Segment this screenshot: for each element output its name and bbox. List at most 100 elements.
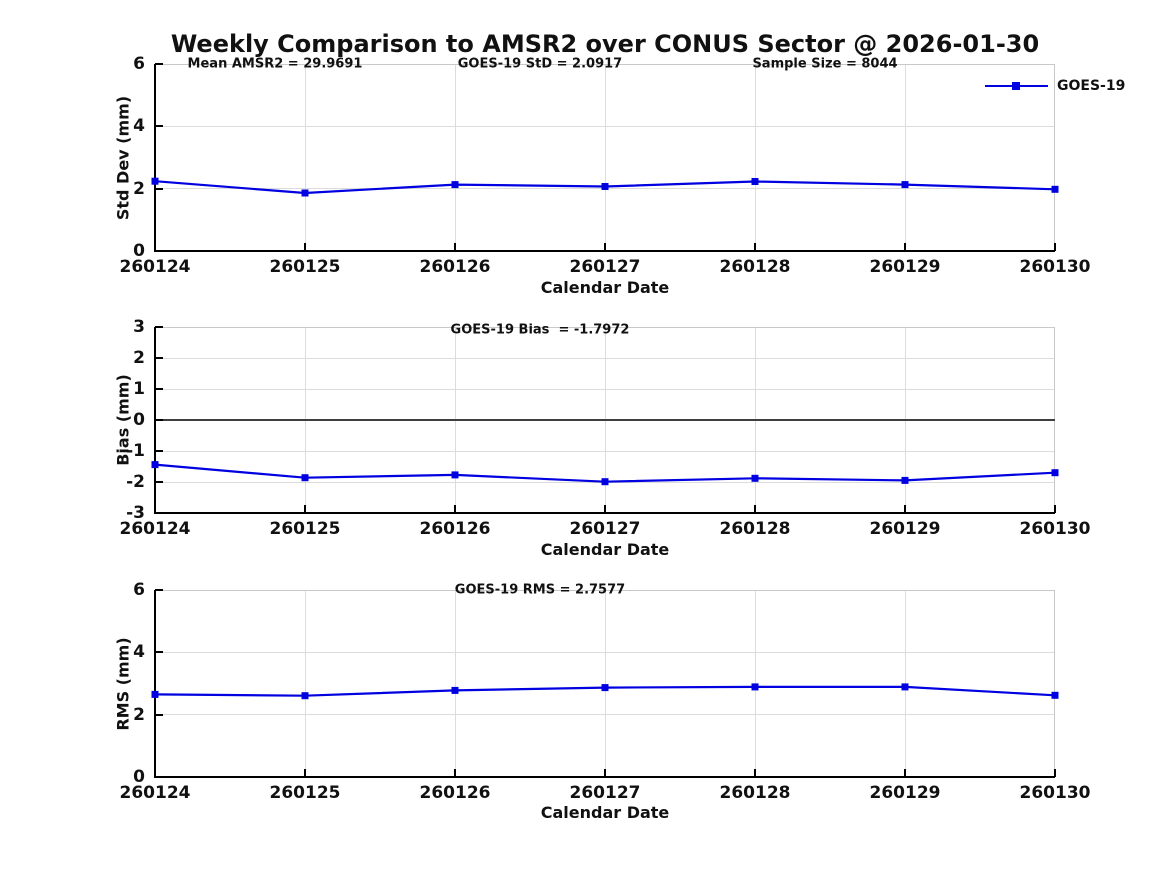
y-tick-label: 0 xyxy=(133,241,145,261)
x-gridline xyxy=(304,590,306,777)
y-tick-label: -3 xyxy=(126,503,145,523)
x-tick-label: 260124 xyxy=(119,257,191,277)
y-tick-mark xyxy=(155,250,163,252)
y-tick-label: 0 xyxy=(133,767,145,787)
x-tick-mark xyxy=(754,505,756,513)
x-tick-label: 260127 xyxy=(569,519,641,539)
y-tick-label: 2 xyxy=(133,178,145,199)
x-tick-mark xyxy=(604,505,606,513)
x-tick-mark xyxy=(604,769,606,777)
x-tick-label: 260129 xyxy=(869,257,941,277)
x-gridline xyxy=(904,64,906,251)
x-tick-mark xyxy=(1054,243,1056,251)
x-tick-label: 260129 xyxy=(869,519,941,539)
x-tick-label: 260130 xyxy=(1019,783,1091,803)
y-tick-mark xyxy=(155,125,163,128)
x-tick-label: 260126 xyxy=(419,257,491,277)
y-tick-label: -1 xyxy=(126,441,145,461)
x-axis-spine xyxy=(154,776,1055,778)
x-tick-mark xyxy=(754,243,756,251)
x-tick-mark xyxy=(454,769,456,777)
x-tick-label: 260128 xyxy=(719,519,791,539)
y-gridline xyxy=(155,388,1055,390)
y-tick-label: 3 xyxy=(133,317,145,337)
y-tick-label: 4 xyxy=(133,642,145,663)
std-dev-plot-area: 260124 260125 260126 260127 260128 260129 2601… xyxy=(120,54,1126,297)
bias-plot-area: 260124 260125 260126 260127 260128 260129 2601… xyxy=(120,317,1091,559)
x-tick-label: 260126 xyxy=(419,783,491,803)
x-tick-mark xyxy=(904,505,906,513)
plot-border-top xyxy=(155,64,1055,65)
x-tick-label: 260128 xyxy=(719,257,791,277)
x-tick-label: 260126 xyxy=(419,519,491,539)
y-tick-mark xyxy=(155,450,163,452)
plot-border-right xyxy=(1054,590,1055,777)
x-tick-label: 260124 xyxy=(119,519,191,539)
y-tick-mark xyxy=(155,776,163,778)
x-tick-label: 260127 xyxy=(569,257,641,277)
goes19-std-dev-line xyxy=(151,177,1059,197)
x-tick-mark xyxy=(304,769,306,777)
y-tick-mark xyxy=(155,481,163,483)
y-tick-mark xyxy=(155,187,163,190)
x-tick-mark xyxy=(604,243,606,251)
x-tick-mark xyxy=(1054,505,1056,513)
legend-label-goes19: GOES-19 xyxy=(1057,78,1126,94)
plot-border-top xyxy=(155,327,1055,328)
y-tick-mark xyxy=(155,63,163,65)
zero-reference-line xyxy=(155,419,1055,421)
y-gridline xyxy=(155,714,1055,716)
y-tick-label: 2 xyxy=(133,704,145,725)
x-gridline xyxy=(454,64,456,251)
y-gridline xyxy=(155,125,1055,127)
std-dev-y-axis-label: Std Dev (mm) xyxy=(113,95,133,220)
x-tick-mark xyxy=(454,243,456,251)
y-tick-label: -2 xyxy=(126,472,145,492)
y-tick-mark xyxy=(155,651,163,654)
y-tick-label: 0 xyxy=(133,410,145,430)
rms-plot-area: 260124 260125 260126 260127 260128 260129 2601… xyxy=(120,580,1091,822)
y-axis-spine xyxy=(154,590,156,777)
plot-border-right xyxy=(1054,64,1055,251)
x-tick-label: 260125 xyxy=(269,783,341,803)
x-gridline xyxy=(304,64,306,251)
annotation-goes19-bias: GOES-19 Bias = -1.7972 xyxy=(450,322,630,338)
y-tick-mark xyxy=(155,512,163,514)
y-tick-mark xyxy=(155,589,163,591)
x-tick-mark xyxy=(904,243,906,251)
y-tick-label: 2 xyxy=(133,348,145,368)
x-axis-spine xyxy=(154,250,1055,252)
plot-border-top xyxy=(155,590,1055,591)
x-gridline xyxy=(604,590,606,777)
legend-marker-icon xyxy=(1012,82,1020,90)
rms-x-axis-label: Calendar Date xyxy=(540,803,670,822)
bias-y-axis-label: Bias (mm) xyxy=(113,374,133,466)
x-tick-label: 260130 xyxy=(1019,257,1091,277)
y-tick-label: 1 xyxy=(133,379,145,399)
x-axis-spine xyxy=(154,512,1055,514)
x-tick-label: 260125 xyxy=(269,257,341,277)
x-tick-mark xyxy=(754,769,756,777)
y-tick-mark xyxy=(155,326,163,328)
figure-title: Weekly Comparison to AMSR2 over CONUS Se… xyxy=(170,30,1040,58)
x-tick-label: 260130 xyxy=(1019,519,1091,539)
x-tick-mark xyxy=(154,769,156,777)
y-tick-mark xyxy=(155,357,163,359)
bias-x-axis-label: Calendar Date xyxy=(540,540,670,559)
x-tick-mark xyxy=(304,243,306,251)
annotation-mean-amsr2: Mean AMSR2 = 29.9691 xyxy=(187,56,363,72)
std-dev-x-axis-label: Calendar Date xyxy=(540,278,670,297)
y-tick-mark xyxy=(155,713,163,716)
y-tick-mark xyxy=(155,388,163,390)
x-tick-mark xyxy=(304,505,306,513)
x-tick-label: 260128 xyxy=(719,783,791,803)
x-tick-label: 260129 xyxy=(869,783,941,803)
rms-panel: RMS (mm) 260124 260125 260126 260127 260128 2… xyxy=(114,580,1091,822)
y-gridline xyxy=(155,357,1055,359)
x-tick-mark xyxy=(154,505,156,513)
x-gridline xyxy=(454,590,456,777)
x-tick-mark xyxy=(904,769,906,777)
x-tick-label: 260125 xyxy=(269,519,341,539)
y-gridline xyxy=(155,450,1055,452)
